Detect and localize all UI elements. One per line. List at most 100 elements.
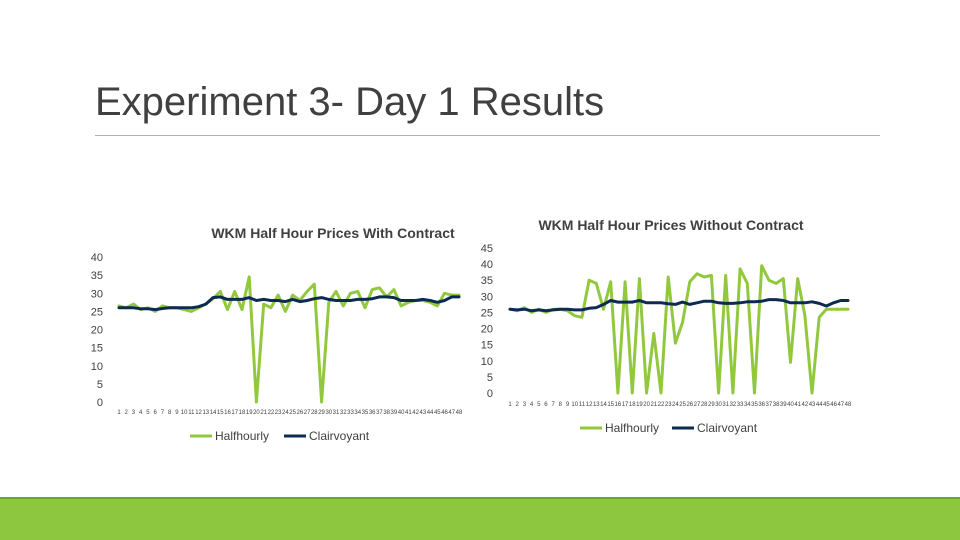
x-tick-label: 40	[787, 402, 794, 408]
x-tick-label: 14	[210, 410, 217, 416]
x-tick-label: 6	[153, 410, 157, 416]
y-tick-label: 30	[481, 291, 493, 303]
x-tick-label: 40	[398, 410, 405, 416]
x-tick-label: 19	[636, 402, 643, 408]
x-tick-label: 22	[268, 410, 275, 416]
x-tick-label: 19	[246, 410, 253, 416]
x-tick-label: 36	[369, 410, 376, 416]
series-line-clairvoyant	[508, 298, 850, 313]
x-tick-label: 21	[650, 402, 657, 408]
y-tick-label: 5	[97, 379, 103, 391]
x-tick-label: 23	[665, 402, 672, 408]
x-tick-label: 31	[722, 402, 729, 408]
x-tick-label: 34	[744, 402, 751, 408]
y-tick-label: 5	[487, 372, 493, 384]
chart-title: WKM Half Hour Prices Without Contract	[538, 217, 803, 233]
x-tick-label: 39	[780, 402, 787, 408]
x-tick-label: 12	[586, 402, 593, 408]
x-tick-label: 13	[593, 402, 600, 408]
x-tick-label: 48	[456, 410, 463, 416]
footer-line	[0, 497, 960, 499]
x-tick-label: 24	[672, 402, 679, 408]
x-tick-label: 23	[275, 410, 282, 416]
x-tick-label: 47	[837, 402, 844, 408]
x-tick-label: 17	[231, 410, 238, 416]
x-tick-label: 7	[161, 410, 165, 416]
x-tick-label: 2	[516, 402, 520, 408]
series-line-clairvoyant	[117, 295, 461, 312]
x-tick-label: 30	[715, 402, 722, 408]
x-tick-label: 7	[551, 402, 555, 408]
x-tick-label: 25	[289, 410, 296, 416]
x-tick-label: 29	[708, 402, 715, 408]
x-tick-label: 32	[340, 410, 347, 416]
x-tick-label: 33	[347, 410, 354, 416]
x-tick-label: 44	[427, 410, 434, 416]
x-tick-label: 18	[629, 402, 636, 408]
x-tick-label: 1	[117, 410, 121, 416]
x-tick-label: 4	[139, 410, 143, 416]
x-tick-label: 28	[701, 402, 708, 408]
chart-title: WKM Half Hour Prices With Contract	[211, 225, 455, 241]
y-tick-label: 0	[487, 388, 493, 400]
x-tick-label: 45	[823, 402, 830, 408]
x-tick-label: 26	[686, 402, 693, 408]
y-tick-label: 25	[91, 306, 103, 318]
legend-label: Clairvoyant	[697, 421, 758, 435]
y-tick-label: 35	[91, 270, 103, 282]
x-tick-label: 4	[530, 402, 534, 408]
x-tick-label: 27	[694, 402, 701, 408]
x-tick-label: 20	[253, 410, 260, 416]
x-tick-label: 20	[643, 402, 650, 408]
x-tick-label: 43	[419, 410, 426, 416]
x-tick-label: 41	[794, 402, 801, 408]
x-tick-label: 9	[566, 402, 570, 408]
x-tick-label: 26	[297, 410, 304, 416]
x-tick-label: 10	[571, 402, 578, 408]
x-tick-label: 1	[508, 402, 512, 408]
y-tick-label: 10	[91, 361, 103, 373]
x-tick-label: 12	[195, 410, 202, 416]
y-tick-label: 20	[481, 324, 493, 336]
x-tick-label: 37	[376, 410, 383, 416]
x-tick-label: 25	[679, 402, 686, 408]
x-tick-label: 8	[559, 402, 563, 408]
x-tick-label: 27	[304, 410, 311, 416]
x-tick-label: 43	[809, 402, 816, 408]
y-tick-label: 40	[91, 252, 103, 264]
x-tick-label: 5	[146, 410, 150, 416]
chart-with-contract: WKM Half Hour Prices With Contract051015…	[91, 225, 463, 443]
x-tick-label: 39	[391, 410, 398, 416]
x-tick-label: 42	[412, 410, 419, 416]
x-tick-label: 2	[125, 410, 129, 416]
legend-label: Halfhourly	[605, 421, 659, 435]
x-tick-label: 14	[600, 402, 607, 408]
x-tick-label: 31	[333, 410, 340, 416]
x-tick-label: 16	[224, 410, 231, 416]
chart-without-contract: WKM Half Hour Prices Without Contract 0 5 1…	[481, 217, 852, 435]
x-tick-label: 33	[737, 402, 744, 408]
y-tick-label: 45	[481, 243, 493, 255]
legend-label: Halfhourly	[215, 429, 269, 443]
x-tick-label: 37	[766, 402, 773, 408]
x-tick-label: 28	[311, 410, 318, 416]
x-tick-label: 41	[405, 410, 412, 416]
x-tick-label: 3	[132, 410, 136, 416]
x-tick-label: 47	[448, 410, 455, 416]
x-tick-label: 21	[260, 410, 267, 416]
x-tick-label: 45	[434, 410, 441, 416]
x-tick-label: 38	[773, 402, 780, 408]
x-tick-label: 17	[622, 402, 629, 408]
y-tick-label: 10	[481, 356, 493, 368]
x-tick-label: 5	[537, 402, 541, 408]
x-tick-label: 29	[318, 410, 325, 416]
x-tick-label: 24	[282, 410, 289, 416]
x-tick-label: 10	[181, 410, 188, 416]
x-tick-label: 32	[730, 402, 737, 408]
y-tick-label: 15	[481, 340, 493, 352]
y-tick-label: 25	[481, 307, 493, 319]
x-tick-label: 8	[168, 410, 172, 416]
x-tick-label: 16	[615, 402, 622, 408]
x-tick-label: 3	[523, 402, 527, 408]
x-tick-label: 9	[175, 410, 179, 416]
